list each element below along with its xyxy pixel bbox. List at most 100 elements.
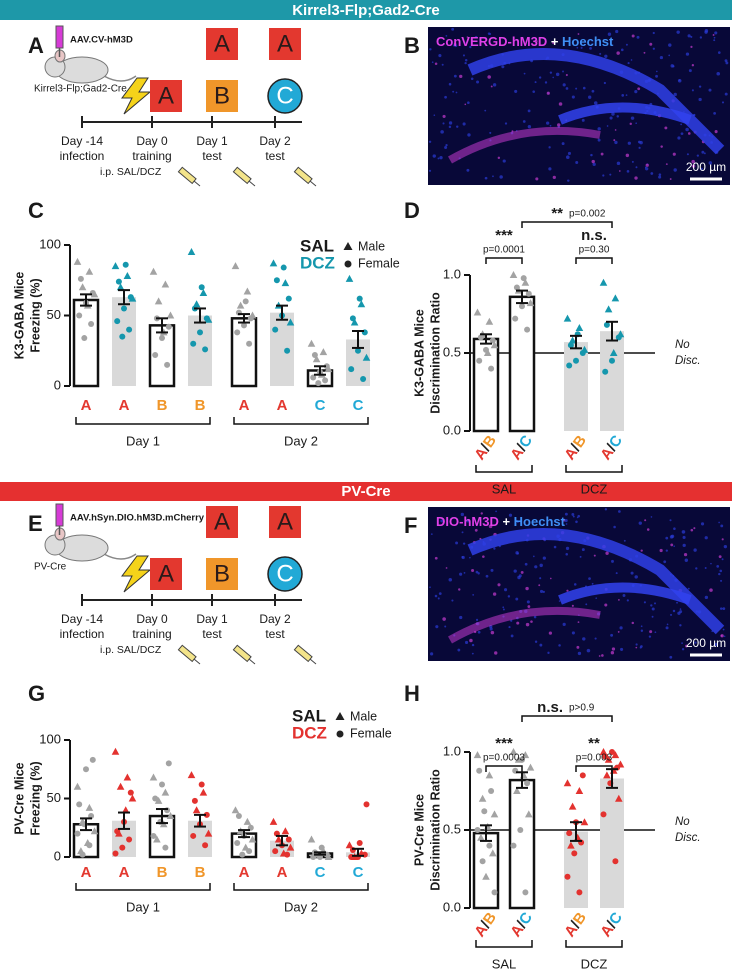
context-shape [150,558,182,590]
micrograph-texture [695,567,698,570]
x-tick-label: A [277,864,288,881]
legend-label: Male [358,239,385,253]
micrograph-texture [698,97,702,102]
error-bar [606,320,618,342]
micrograph-texture [606,125,609,127]
point-female [517,827,524,833]
micrograph-texture [495,510,497,513]
point-female [76,312,83,319]
micrograph-texture [640,625,643,628]
x-tick-label: A/C [597,909,626,940]
micrograph-texture [429,48,432,51]
group-label: Day 2 [284,433,318,448]
point-female [609,749,615,755]
point-female [323,363,330,370]
micrograph-texture [429,586,431,589]
syringe-icon [177,644,197,663]
bar [188,315,212,386]
micrograph-texture [683,552,688,557]
point-male [286,843,295,851]
micrograph-texture [694,641,697,644]
micrograph-texture [489,627,493,631]
micrograph-texture [445,34,448,37]
micrograph-texture [464,103,467,106]
group-bracket [75,883,211,891]
group-label: SAL [492,956,517,971]
point-male [477,833,485,841]
micrograph-texture [681,642,683,645]
x-tick-label: A [81,864,92,881]
point-female [311,351,318,358]
error-bar [156,808,168,825]
micrograph-texture [607,32,612,36]
point-female [241,322,247,329]
y-axis-label: K3-GABA Mice [12,272,26,360]
scale-label: 200 µm [686,160,726,174]
point-male [568,336,577,344]
point-female [602,753,609,760]
micrograph-texture [665,626,669,630]
micrograph-texture [714,130,718,134]
point-female [566,362,573,369]
y-axis-label: Discrimination Ratio [428,292,442,414]
micrograph-texture [502,159,506,163]
timeline-label: Day 1 [196,612,228,626]
micrograph-texture [626,170,630,173]
micrograph-texture [655,74,658,78]
stain-part: ConVERGD-hM3D [436,34,547,49]
micrograph-texture [618,510,621,513]
point-female [612,858,619,865]
micrograph-texture [660,145,663,148]
micrograph-texture [434,556,438,560]
micrograph-texture [718,521,720,524]
micrograph-texture [484,176,488,180]
micrograph-texture [470,77,474,81]
micrograph-texture [651,615,654,618]
micrograph-texture [677,79,682,83]
micrograph-texture [643,601,646,604]
micrograph-texture [611,559,614,563]
point-male [489,849,497,857]
point-female [198,284,205,291]
micrograph-texture [595,597,598,599]
point-female [522,889,529,896]
comparison-bracket [575,765,613,772]
micrograph-texture [613,525,616,529]
point-male [116,283,125,291]
micrograph-texture [490,568,494,572]
micrograph-texture [708,161,713,165]
micrograph-texture [639,646,642,649]
error-bar [194,307,206,324]
injection-label: i.p. SAL/DCZ [100,166,162,178]
error-bar [570,334,582,350]
micrograph-texture [530,620,533,623]
timeline-label: infection [60,149,105,163]
legend-label: SAL [292,706,326,725]
micrograph-texture [433,114,436,117]
micrograph-texture [561,142,565,146]
point-female [566,830,573,837]
bar [72,298,100,388]
error-bar [156,317,168,334]
point-female [489,337,496,344]
point-female [360,375,367,382]
context-shape [269,506,301,538]
micrograph-texture [618,170,621,172]
legend-label: Female [350,726,392,740]
micrograph-texture [544,81,548,84]
micrograph-texture [441,63,444,66]
point-female [77,275,84,282]
micrograph-texture [438,592,442,596]
micrograph-texture [507,595,511,598]
stain-part: + [547,34,562,49]
micrograph-texture [685,644,688,648]
micrograph-texture [673,527,676,530]
micrograph-texture [565,73,568,77]
y-tick-label: 100 [39,236,61,251]
comparison-bracket [485,257,523,264]
bar [564,831,588,908]
micrograph [428,507,730,661]
micrograph-texture [548,146,551,149]
shock-icon [121,555,152,593]
micrograph-texture [576,46,579,49]
